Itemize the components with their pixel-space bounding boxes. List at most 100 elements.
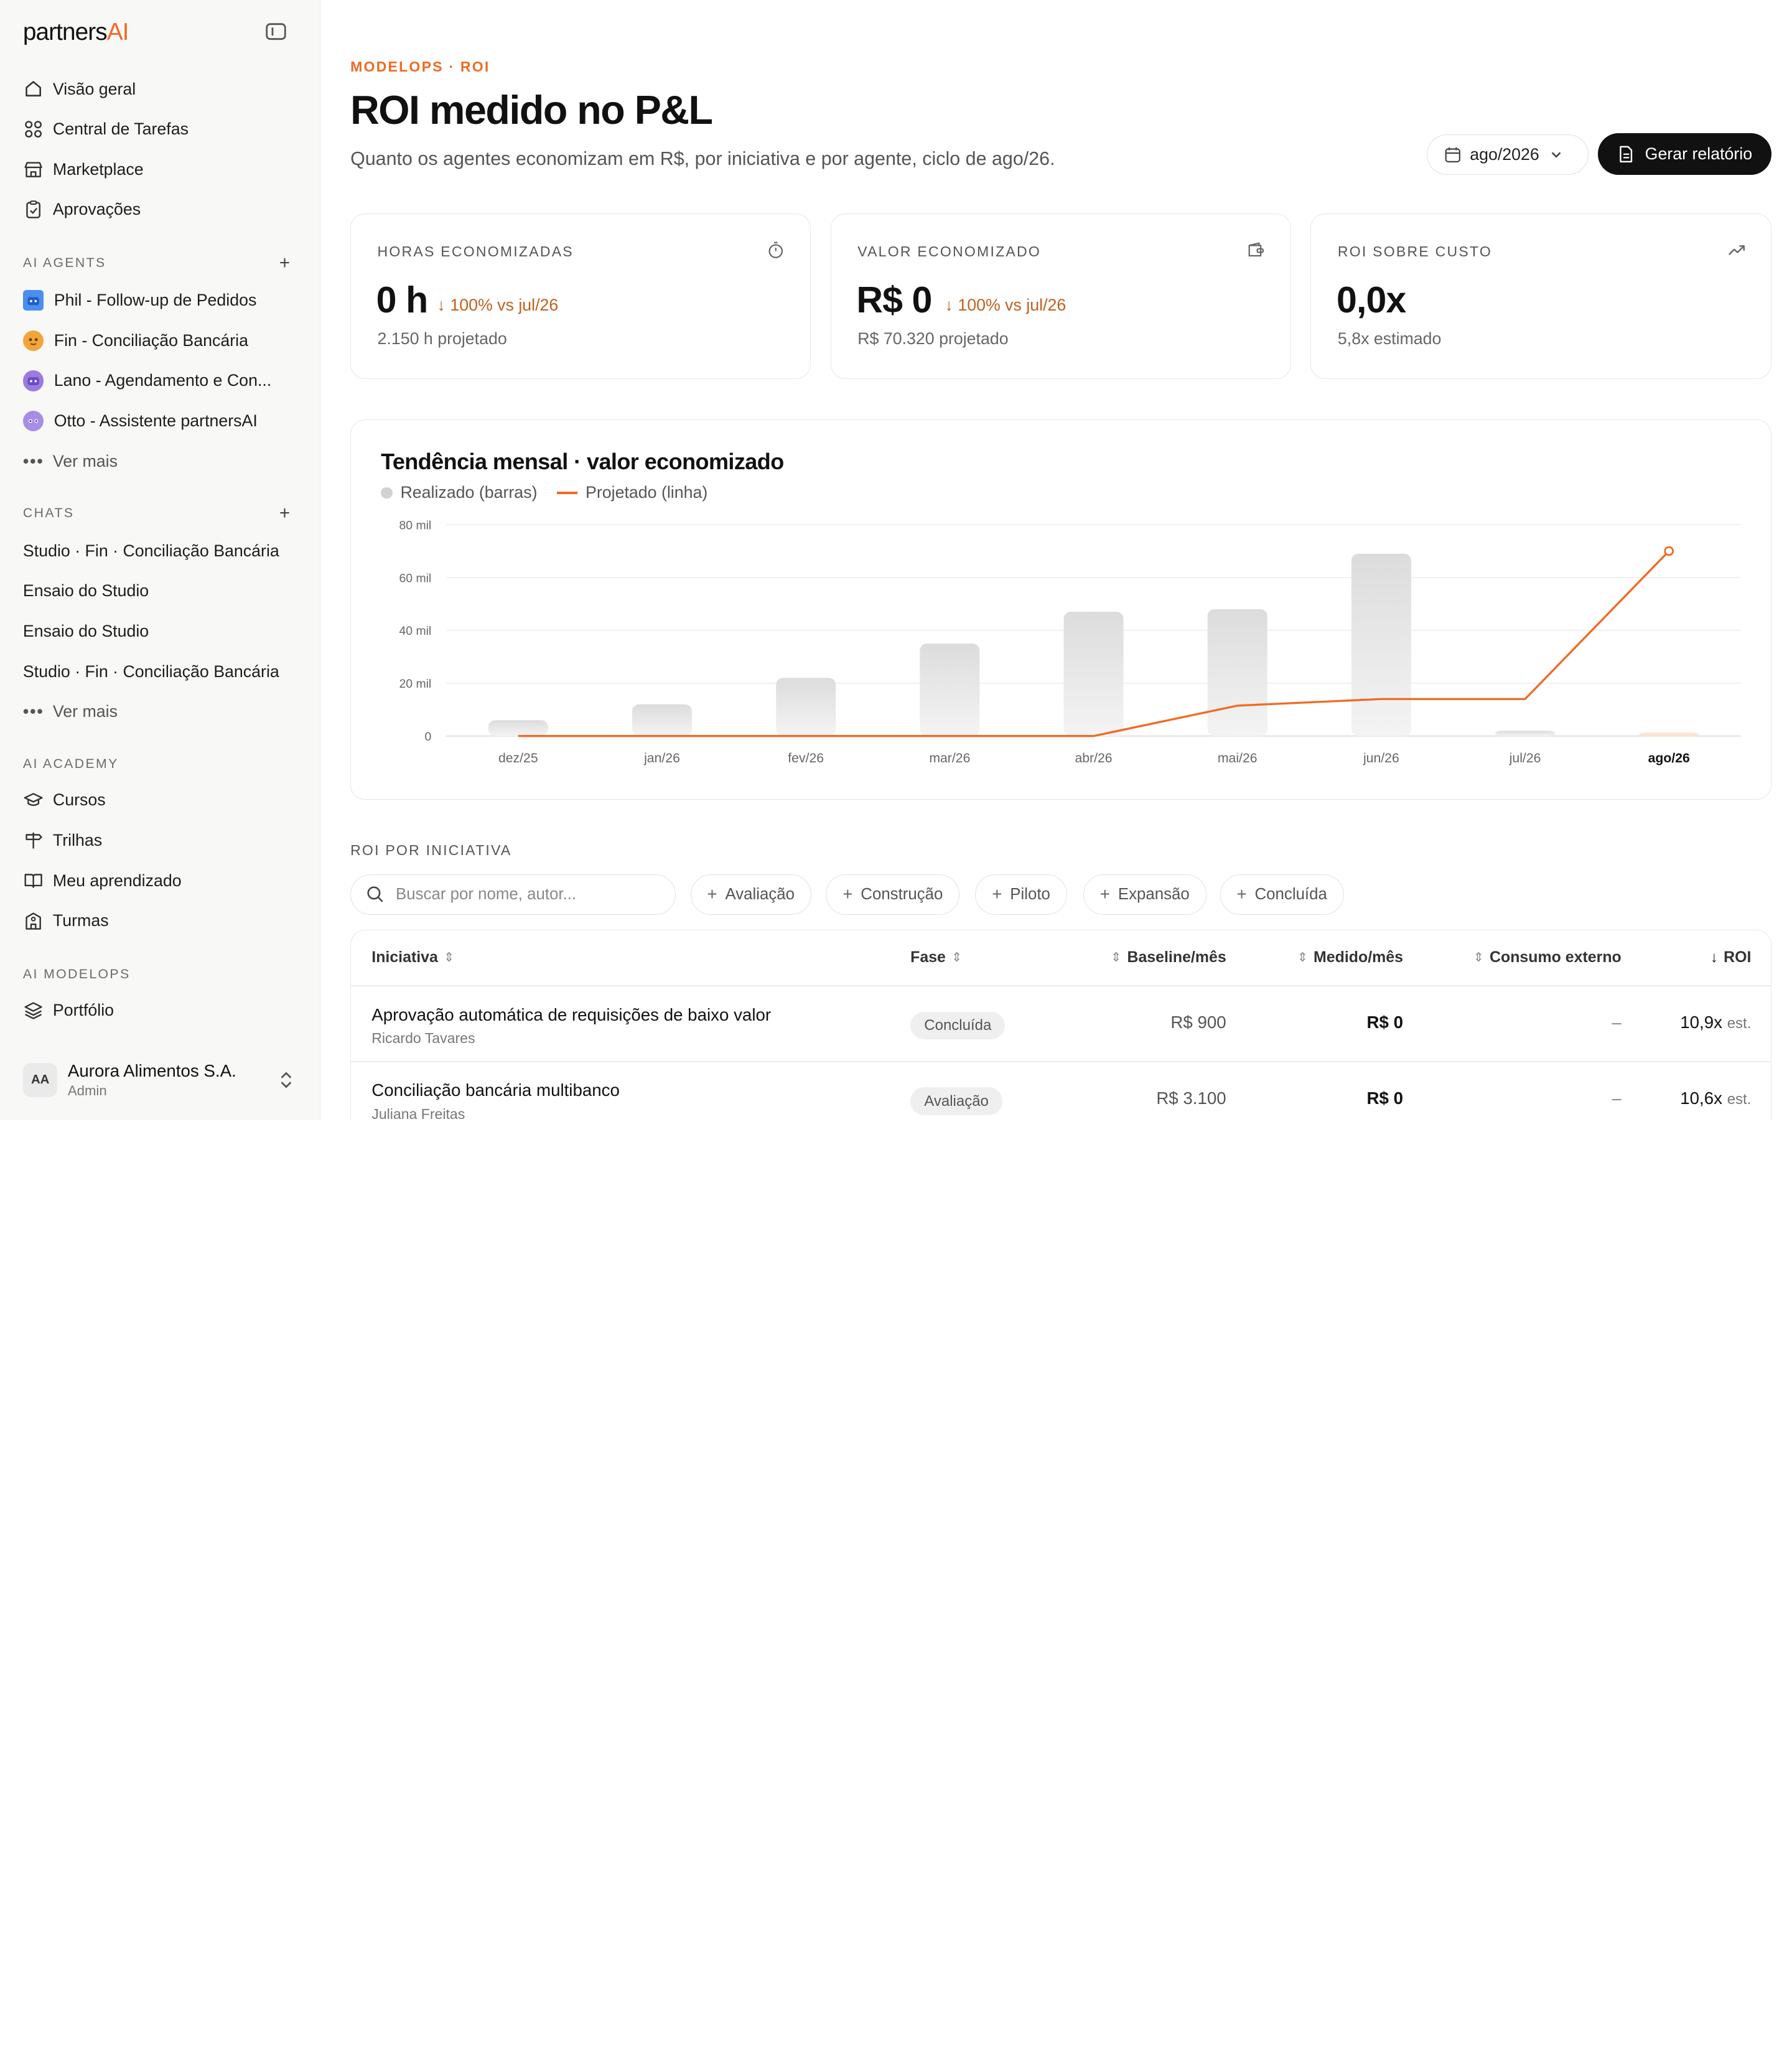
chat-item[interactable]: Ensaio do Studio bbox=[22, 581, 149, 601]
avatar: AA bbox=[22, 1062, 58, 1098]
column-header-medido[interactable]: ⇕ Medido/mês bbox=[1297, 948, 1403, 966]
filter-chip-construcao[interactable]: + Construção bbox=[826, 874, 960, 915]
building-icon bbox=[23, 910, 44, 931]
period-value: ago/2026 bbox=[1470, 144, 1539, 164]
sort-icon: ⇕ bbox=[1111, 951, 1122, 965]
legend-bars-label: Realizado (barras) bbox=[400, 483, 538, 502]
y-tick-label: 60 mil bbox=[399, 571, 432, 585]
sidebar-toggle-icon[interactable] bbox=[264, 22, 287, 42]
table-row[interactable]: Conciliação bancária multibanco Juliana … bbox=[351, 1062, 1771, 1120]
bar bbox=[1063, 611, 1124, 736]
baseline-value: R$ 900 bbox=[1170, 1013, 1226, 1032]
sidebar-agent-lano[interactable]: Lano - Agendamento e Con... bbox=[0, 361, 320, 401]
section-ai-agents: AI AGENTS + bbox=[22, 252, 291, 273]
page-title: ROI medido no P&L bbox=[350, 88, 713, 133]
period-select[interactable]: ago/2026 bbox=[1426, 134, 1589, 175]
agent-avatar-icon bbox=[22, 330, 44, 351]
divider bbox=[351, 985, 1771, 986]
sidebar-item-turmas[interactable]: Turmas bbox=[0, 901, 320, 941]
sidebar: partnersAI Visão geral Central de Tarefa… bbox=[0, 0, 321, 1120]
generate-report-button[interactable]: Gerar relatório bbox=[1597, 133, 1771, 175]
projected-point bbox=[1664, 546, 1674, 556]
add-chat-button[interactable]: + bbox=[279, 503, 291, 524]
book-open-icon bbox=[23, 870, 44, 891]
sidebar-item-cursos[interactable]: Cursos bbox=[0, 780, 320, 821]
chart-title: Tendência mensal · valor economizado bbox=[381, 448, 784, 474]
initiative-author: Juliana Freitas bbox=[371, 1105, 465, 1120]
kpi-value: 0,0x bbox=[1337, 279, 1406, 320]
external-value: – bbox=[1612, 1013, 1622, 1032]
plus-icon: + bbox=[707, 884, 717, 904]
x-tick-label: fev/26 bbox=[788, 751, 824, 765]
filter-chip-piloto[interactable]: + Piloto bbox=[975, 874, 1067, 915]
account-role: Admin bbox=[67, 1083, 107, 1099]
search-input[interactable]: Buscar por nome, autor... bbox=[350, 874, 676, 915]
measured-value: R$ 0 bbox=[1366, 1013, 1403, 1032]
bar bbox=[1495, 731, 1556, 736]
section-roi-iniciativa: ROI POR INICIATIVA bbox=[350, 842, 512, 859]
legend-line-label: Projetado (linha) bbox=[586, 483, 708, 502]
kpi-sub: 5,8x estimado bbox=[1337, 329, 1442, 348]
sidebar-agent-phil[interactable]: Phil - Follow-up de Pedidos bbox=[0, 280, 320, 320]
agents-see-more[interactable]: ••• Ver mais bbox=[0, 441, 320, 482]
legend-line-swatch bbox=[556, 492, 578, 494]
brand-logo[interactable]: partnersAI bbox=[22, 18, 129, 45]
sort-icon: ⇕ bbox=[951, 951, 963, 965]
sort-icon: ⇕ bbox=[1297, 951, 1308, 965]
see-more-label: Ver mais bbox=[52, 702, 118, 721]
sidebar-item-meu-aprendizado[interactable]: Meu aprendizado bbox=[0, 861, 320, 901]
plus-icon: + bbox=[842, 884, 853, 904]
section-ai-modelops: AI MODELOPS bbox=[22, 966, 131, 981]
add-agent-button[interactable]: + bbox=[279, 252, 291, 273]
baseline-value: R$ 3.100 bbox=[1156, 1088, 1226, 1108]
chat-item[interactable]: Studio · Fin · Conciliação Bancária bbox=[22, 662, 279, 681]
filter-chip-concluida[interactable]: + Concluída bbox=[1220, 874, 1344, 915]
column-header-iniciativa[interactable]: Iniciativa ⇕ bbox=[371, 948, 455, 966]
table-row[interactable]: Aprovação automática de requisições de b… bbox=[351, 986, 1771, 1062]
search-placeholder: Buscar por nome, autor... bbox=[396, 885, 577, 903]
external-value: – bbox=[1612, 1088, 1622, 1108]
graduation-cap-icon bbox=[23, 790, 44, 810]
sidebar-item-central-tarefas[interactable]: Central de Tarefas bbox=[0, 109, 320, 149]
divider bbox=[351, 1060, 1771, 1062]
search-icon bbox=[367, 886, 383, 903]
store-icon bbox=[23, 159, 44, 180]
main-content: MODELOPS · ROI ROI medido no P&L Quanto … bbox=[320, 0, 1792, 1120]
account-name: Aurora Alimentos S.A. bbox=[67, 1060, 236, 1080]
sidebar-agent-otto[interactable]: Otto - Assistente partnersAI bbox=[0, 401, 320, 441]
chat-item[interactable]: Ensaio do Studio bbox=[22, 621, 149, 640]
kpi-label: ROI SOBRE CUSTO bbox=[1337, 243, 1492, 260]
chats-see-more[interactable]: ••• Ver mais bbox=[0, 691, 320, 732]
kpi-sub: 2.150 h projetado bbox=[377, 329, 507, 348]
sidebar-item-portfolio[interactable]: Portfólio bbox=[0, 990, 320, 1031]
sidebar-item-aprovacoes[interactable]: Aprovações bbox=[0, 190, 320, 230]
y-tick-label: 40 mil bbox=[399, 624, 432, 638]
sidebar-item-visao-geral[interactable]: Visão geral bbox=[0, 69, 320, 110]
section-ai-academy: AI ACADEMY bbox=[22, 756, 119, 771]
y-tick-label: 0 bbox=[425, 730, 432, 744]
x-tick-label: jan/26 bbox=[643, 751, 680, 765]
filter-label: Concluída bbox=[1254, 885, 1327, 903]
sidebar-agent-fin[interactable]: Fin - Conciliação Bancária bbox=[0, 320, 320, 361]
account-switcher[interactable]: AA Aurora Alimentos S.A. Admin bbox=[0, 1039, 320, 1120]
filter-label: Avaliação bbox=[725, 885, 795, 903]
chat-item[interactable]: Studio · Fin · Conciliação Bancária bbox=[22, 541, 279, 560]
filter-chip-expansao[interactable]: + Expansão bbox=[1083, 874, 1206, 915]
sidebar-item-label: Portfólio bbox=[52, 1001, 114, 1020]
column-header-fase[interactable]: Fase ⇕ bbox=[910, 948, 963, 966]
filter-label: Piloto bbox=[1010, 885, 1050, 903]
document-icon bbox=[1619, 146, 1632, 162]
wallet-icon bbox=[1248, 242, 1264, 256]
initiative-name: Conciliação bancária multibanco bbox=[371, 1080, 620, 1100]
column-header-consumo[interactable]: ⇕ Consumo externo bbox=[1473, 948, 1622, 966]
column-header-baseline[interactable]: ⇕ Baseline/mês bbox=[1111, 948, 1226, 966]
x-tick-label: dez/25 bbox=[498, 751, 538, 765]
filter-chip-avaliacao[interactable]: + Avaliação bbox=[690, 874, 811, 915]
sidebar-item-marketplace[interactable]: Marketplace bbox=[0, 149, 320, 190]
agent-avatar-icon bbox=[22, 370, 44, 391]
x-tick-label: jun/26 bbox=[1363, 751, 1399, 765]
initiative-name: Aprovação automática de requisições de b… bbox=[371, 1004, 772, 1024]
agent-avatar-icon bbox=[22, 290, 44, 311]
sidebar-item-trilhas[interactable]: Trilhas bbox=[0, 820, 320, 861]
column-header-roi[interactable]: ↓ ROI bbox=[1710, 948, 1752, 966]
